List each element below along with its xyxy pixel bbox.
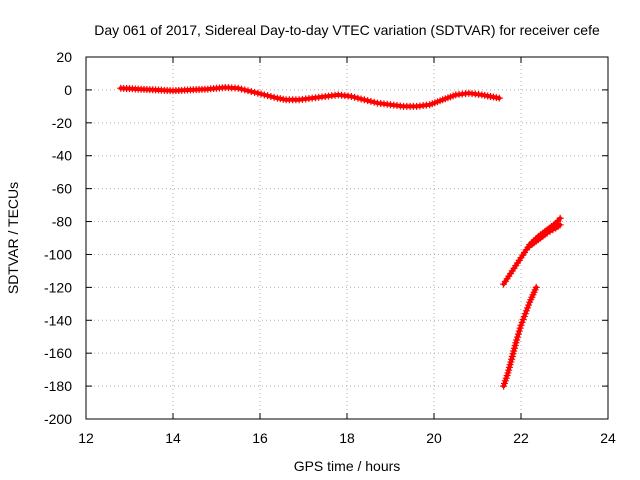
data-point [347, 92, 355, 100]
series-arc-3 [526, 221, 564, 250]
x-tick-label: 12 [78, 430, 94, 446]
y-tick-label: -160 [44, 345, 72, 361]
x-axis-label: GPS time / hours [294, 458, 401, 474]
data-point [360, 96, 368, 104]
data-point [238, 85, 246, 93]
y-tick-label: -140 [44, 312, 72, 328]
data-point [264, 92, 272, 100]
series-arc-2 [500, 214, 564, 288]
y-tick-label: -60 [52, 181, 72, 197]
y-tick-label: 20 [56, 49, 72, 65]
data-point [354, 94, 362, 102]
y-tick-label: -80 [52, 214, 72, 230]
y-axis-label: SDTVAR / TECUs [5, 182, 21, 294]
data-point [514, 330, 522, 338]
y-tick-label: -200 [44, 411, 72, 427]
data-point [556, 221, 564, 229]
data-point [515, 327, 523, 335]
series-arc-4 [500, 283, 540, 390]
x-tick-label: 22 [513, 430, 529, 446]
chart-title: Day 061 of 2017, Sidereal Day-to-day VTE… [94, 22, 600, 38]
data-point [257, 90, 265, 98]
data-point [267, 92, 275, 100]
data-point [270, 93, 278, 101]
data-point [495, 94, 503, 102]
data-point [234, 84, 242, 92]
data-point [260, 91, 268, 99]
tick-labels: 12 14 16 18 20 22 24-200-180-160-140-120-100-8… [44, 49, 616, 446]
data-point [556, 214, 564, 222]
x-tick-label: 16 [252, 430, 268, 446]
x-tick-label: 14 [165, 430, 181, 446]
x-tick-label: 18 [339, 430, 355, 446]
data-point [251, 88, 259, 96]
data-point [357, 95, 365, 103]
data-series [117, 83, 564, 390]
data-point [370, 98, 378, 106]
y-tick-label: -20 [52, 115, 72, 131]
data-point [247, 88, 255, 96]
data-point [241, 86, 249, 94]
data-point [514, 333, 522, 341]
y-tick-label: 0 [64, 82, 72, 98]
data-point [364, 97, 372, 105]
x-tick-label: 20 [426, 430, 442, 446]
data-point [513, 336, 521, 344]
data-point [532, 283, 540, 291]
data-point [516, 324, 524, 332]
grid-lines [86, 57, 608, 419]
y-tick-label: -100 [44, 246, 72, 262]
axis-ticks [85, 56, 609, 420]
data-point [244, 87, 252, 95]
data-point [254, 89, 262, 97]
y-tick-label: -120 [44, 279, 72, 295]
x-tick-label: 24 [600, 430, 616, 446]
y-tick-label: -180 [44, 378, 72, 394]
data-point [351, 93, 359, 101]
y-tick-label: -40 [52, 148, 72, 164]
data-point [367, 97, 375, 105]
series-arc-1 [117, 83, 503, 110]
